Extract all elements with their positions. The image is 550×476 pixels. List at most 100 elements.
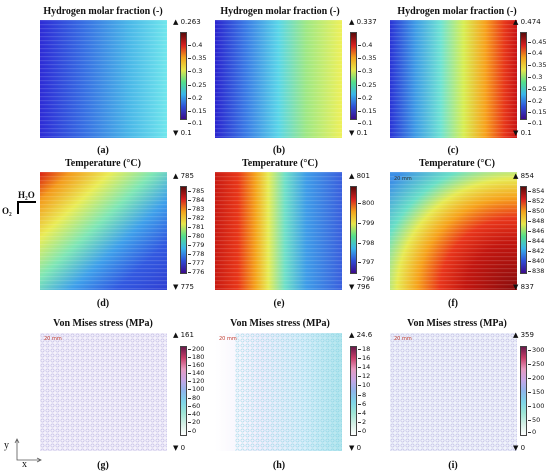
panel-f-tick: 846 bbox=[527, 227, 545, 235]
panel-f-min: ▼ 837 bbox=[513, 283, 534, 291]
panel-d-tick: 781 bbox=[187, 223, 205, 231]
panel-i-title: Von Mises stress (MPa) bbox=[407, 318, 507, 329]
panel-a-caption: (a) bbox=[97, 145, 109, 156]
panel-a-tick: 0.4 bbox=[187, 41, 203, 49]
panel-b-tick: 0.3 bbox=[357, 67, 373, 75]
panel-i-tick: 0 bbox=[527, 428, 537, 436]
panel-h-map bbox=[215, 333, 342, 451]
panel-g-colorbar bbox=[180, 346, 187, 436]
panel-e-min: ▼ 796 bbox=[349, 283, 370, 291]
panel-e-tick: 798 bbox=[357, 239, 375, 247]
panel-e-tick: 800 bbox=[357, 199, 375, 207]
panel-f-colorbar bbox=[520, 186, 527, 274]
panel-h-tick: 8 bbox=[357, 391, 367, 399]
panel-g-caption: (g) bbox=[97, 460, 109, 471]
panel-h-tick: 10 bbox=[357, 381, 371, 389]
axis-y-label: y bbox=[4, 440, 9, 451]
panel-f-tick: 842 bbox=[527, 247, 545, 255]
panel-i-caption: (i) bbox=[448, 460, 458, 471]
panel-f-tick: 840 bbox=[527, 257, 545, 265]
o2-label: O₂ bbox=[2, 206, 12, 216]
panel-h-tick: 14 bbox=[357, 363, 371, 371]
panel-g-title: Von Mises stress (MPa) bbox=[53, 318, 153, 329]
panel-i-colorbar bbox=[520, 346, 527, 436]
panel-e-tick: 797 bbox=[357, 258, 375, 266]
panel-h-min: ▼ 0 bbox=[349, 444, 362, 452]
panel-b-max: ▲ 0.337 bbox=[349, 18, 377, 26]
panel-g-tick: 60 bbox=[187, 402, 201, 410]
panel-d-tick: 779 bbox=[187, 241, 205, 249]
panel-d-tick: 776 bbox=[187, 268, 205, 276]
panel-a-tick: 0.25 bbox=[187, 81, 207, 89]
panel-c-map bbox=[390, 20, 517, 138]
panel-b-tick: 0.25 bbox=[357, 81, 377, 89]
panel-a-min: ▼ 0.1 bbox=[173, 129, 192, 137]
axis-x-label: x bbox=[22, 459, 27, 470]
panel-c-tick: 0.1 bbox=[527, 119, 543, 127]
panel-h-colorbar bbox=[350, 346, 357, 436]
panel-h-tick: 4 bbox=[357, 409, 367, 417]
panel-d-min: ▼ 775 bbox=[173, 283, 194, 291]
panel-g-scalebar: 20 mm bbox=[44, 336, 62, 342]
panel-g-tick: 160 bbox=[187, 361, 205, 369]
panel-c-tick: 0.15 bbox=[527, 108, 547, 116]
panel-c-tick: 0.3 bbox=[527, 73, 543, 81]
panel-d-max: ▲ 785 bbox=[173, 172, 194, 180]
panel-f-tick: 852 bbox=[527, 197, 545, 205]
panel-b-title: Hydrogen molar fraction (-) bbox=[220, 6, 340, 17]
panel-h-title: Von Mises stress (MPa) bbox=[230, 318, 330, 329]
panel-a-map bbox=[40, 20, 167, 138]
panel-b-tick: 0.15 bbox=[357, 107, 377, 115]
panel-f-tick: 844 bbox=[527, 237, 545, 245]
panel-b-min: ▼ 0.1 bbox=[349, 129, 368, 137]
panel-b-tick: 0.2 bbox=[357, 94, 373, 102]
panel-g-tick: 120 bbox=[187, 377, 205, 385]
panel-c-tick: 0.2 bbox=[527, 97, 543, 105]
panel-h-tick: 0 bbox=[357, 427, 367, 435]
panel-c-colorbar bbox=[520, 32, 527, 120]
panel-i-min: ▼ 0 bbox=[513, 444, 526, 452]
axes-triad-icon bbox=[12, 438, 42, 464]
panel-g-min: ▼ 0 bbox=[173, 444, 186, 452]
panel-g-tick: 140 bbox=[187, 369, 205, 377]
panel-i-tick: 100 bbox=[527, 402, 545, 410]
panel-h-caption: (h) bbox=[272, 460, 286, 471]
panel-f-tick: 850 bbox=[527, 207, 545, 215]
panel-b-tick: 0.4 bbox=[357, 41, 373, 49]
panel-i-max: ▲ 359 bbox=[513, 331, 534, 339]
panel-f-map bbox=[390, 172, 517, 290]
panel-a-title: Hydrogen molar fraction (-) bbox=[43, 6, 163, 17]
panel-d-tick: 785 bbox=[187, 187, 205, 195]
panel-e-map bbox=[215, 172, 342, 290]
panel-g-tick: 80 bbox=[187, 394, 201, 402]
panel-a-tick: 0.2 bbox=[187, 94, 203, 102]
panel-g-tick: 100 bbox=[187, 385, 205, 393]
panel-f-max: ▲ 854 bbox=[513, 172, 534, 180]
panel-c-tick: 0.4 bbox=[527, 49, 543, 57]
panel-e-title: Temperature (°C) bbox=[242, 158, 318, 169]
panel-g-max: ▲ 161 bbox=[173, 331, 194, 339]
panel-d-tick: 778 bbox=[187, 250, 205, 258]
panel-b-tick: 0.1 bbox=[357, 119, 373, 127]
panel-i-tick: 250 bbox=[527, 360, 545, 368]
panel-e-max: ▲ 801 bbox=[349, 172, 370, 180]
panel-f-tick: 848 bbox=[527, 217, 545, 225]
panel-i-tick: 300 bbox=[527, 346, 545, 354]
panel-i-tick: 200 bbox=[527, 374, 545, 382]
panel-i-tick: 50 bbox=[527, 416, 541, 424]
panel-h-scalebar: 20 mm bbox=[219, 336, 237, 342]
panel-a-max: ▲ 0.263 bbox=[173, 18, 201, 26]
panel-h-tick: 18 bbox=[357, 345, 371, 353]
panel-c-max: ▲ 0.474 bbox=[513, 18, 541, 26]
panel-d-caption: (d) bbox=[96, 298, 110, 309]
panel-d-tick: 780 bbox=[187, 232, 205, 240]
panel-e-colorbar bbox=[350, 186, 357, 274]
panel-h-tick: 6 bbox=[357, 400, 367, 408]
panel-e-tick: 799 bbox=[357, 219, 375, 227]
panel-h-tick: 12 bbox=[357, 372, 371, 380]
panel-g-tick: 40 bbox=[187, 410, 201, 418]
panel-e-caption: (e) bbox=[273, 298, 285, 309]
panel-d-tick: 783 bbox=[187, 205, 205, 213]
panel-i-map bbox=[390, 333, 517, 451]
panel-a-tick: 0.1 bbox=[187, 119, 203, 127]
